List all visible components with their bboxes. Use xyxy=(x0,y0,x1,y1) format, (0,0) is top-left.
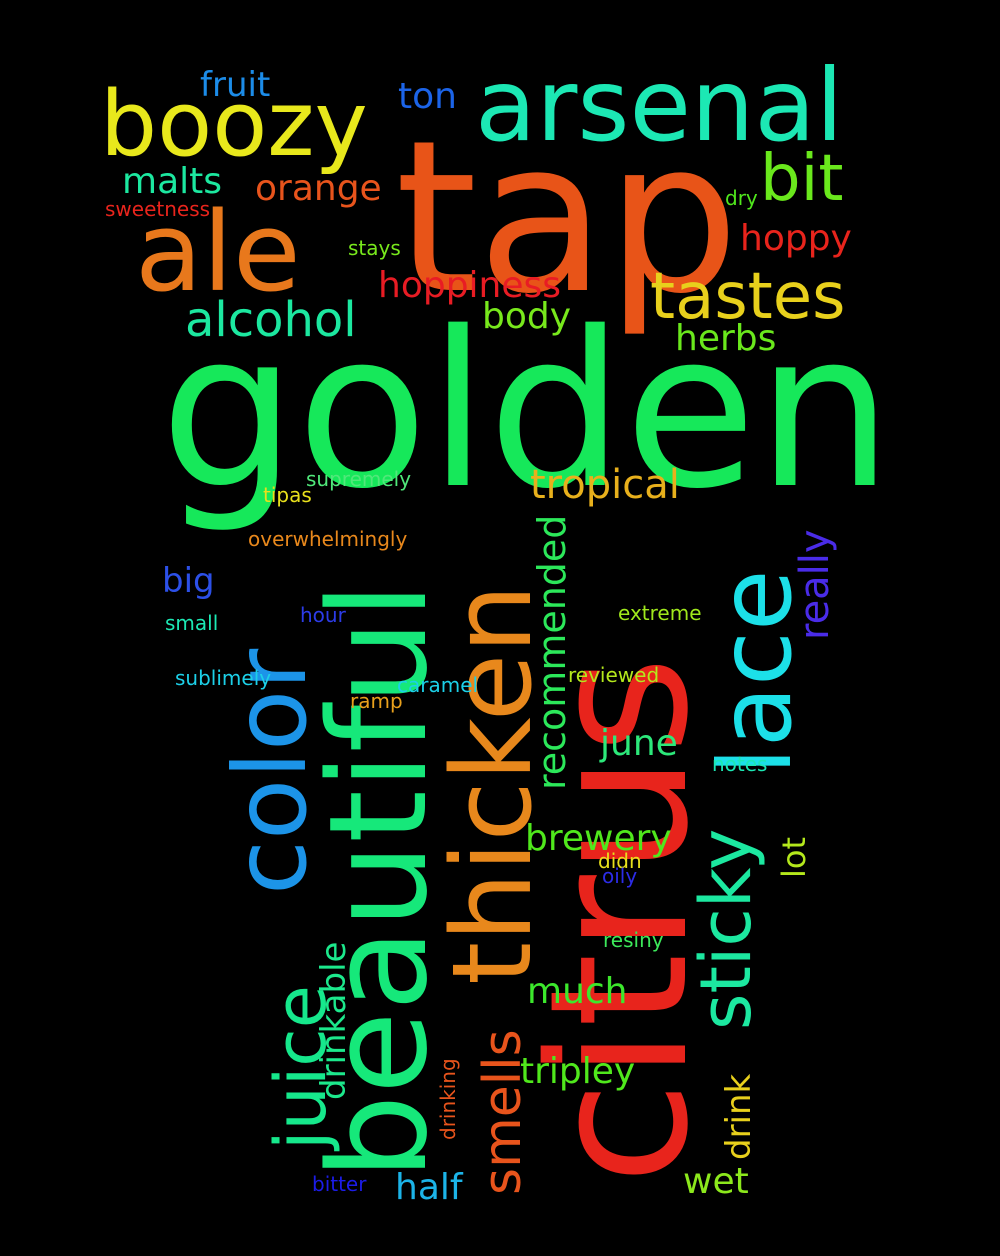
word-ton: ton xyxy=(398,76,457,117)
word-orange: orange xyxy=(255,168,382,209)
word-tripley: tripley xyxy=(520,1051,635,1092)
word-citrus: citrus xyxy=(509,656,730,1185)
word-reviewed: reviewed xyxy=(568,663,659,687)
word-body: body xyxy=(482,296,571,337)
word-bit: bit xyxy=(760,142,844,216)
word-tropical: tropical xyxy=(530,462,680,508)
word-dry: dry xyxy=(725,186,758,210)
word-bitter: bitter xyxy=(312,1172,367,1196)
word-half: half xyxy=(395,1167,464,1208)
word-didn: didn xyxy=(598,849,642,873)
word-recommended: recommended xyxy=(530,515,574,790)
word-golden: golden xyxy=(160,285,893,536)
word-much: much xyxy=(527,971,628,1012)
word-malts: malts xyxy=(122,161,222,202)
word-arsenal: arsenal xyxy=(475,47,843,164)
word-drink: drink xyxy=(719,1073,759,1160)
word-ale: ale xyxy=(135,188,301,316)
word-color: color xyxy=(212,648,329,895)
word-lace: lace xyxy=(697,569,814,775)
word-wet: wet xyxy=(683,1161,749,1202)
word-boozy: boozy xyxy=(100,72,368,177)
word-sublimely: sublimely xyxy=(175,666,271,690)
word-fruit: fruit xyxy=(200,65,270,105)
word-drinkable: drinkable xyxy=(314,942,354,1100)
word-oily: oily xyxy=(602,864,637,888)
word-supremely: supremely xyxy=(306,467,411,491)
word-thicken: thicken xyxy=(428,584,556,985)
word-lot: lot xyxy=(775,837,813,878)
word-resiny: resiny xyxy=(603,928,664,952)
word-caramel: caramel xyxy=(397,673,478,697)
word-tipas: tipas xyxy=(263,483,312,507)
word-alcohol: alcohol xyxy=(185,292,357,348)
word-sticky: sticky xyxy=(685,829,767,1030)
word-june: june xyxy=(599,723,678,764)
word-drinking: drinking xyxy=(436,1058,460,1140)
word-stays: stays xyxy=(348,236,401,260)
word-brewery: brewery xyxy=(525,818,672,859)
word-small: small xyxy=(165,611,218,635)
word-juice: juice xyxy=(260,985,342,1152)
word-notes: notes xyxy=(712,752,767,776)
word-hoppy: hoppy xyxy=(740,218,852,259)
word-hour: hour xyxy=(300,603,347,627)
word-sweetness: sweetness xyxy=(105,197,210,221)
word-ramp: ramp xyxy=(350,689,403,713)
word-beautiful: beautiful xyxy=(300,582,457,1180)
word-tap: tap xyxy=(395,95,739,340)
word-overwhelmingly: overwhelmingly xyxy=(248,527,407,551)
word-herbs: herbs xyxy=(675,318,776,359)
word-really: really xyxy=(792,529,838,640)
word-tastes: tastes xyxy=(650,260,845,334)
word-hoppiness: hoppiness xyxy=(378,265,561,306)
word-smells: smells xyxy=(473,1029,533,1195)
word-big: big xyxy=(162,561,215,601)
word-extreme: extreme xyxy=(618,601,702,625)
